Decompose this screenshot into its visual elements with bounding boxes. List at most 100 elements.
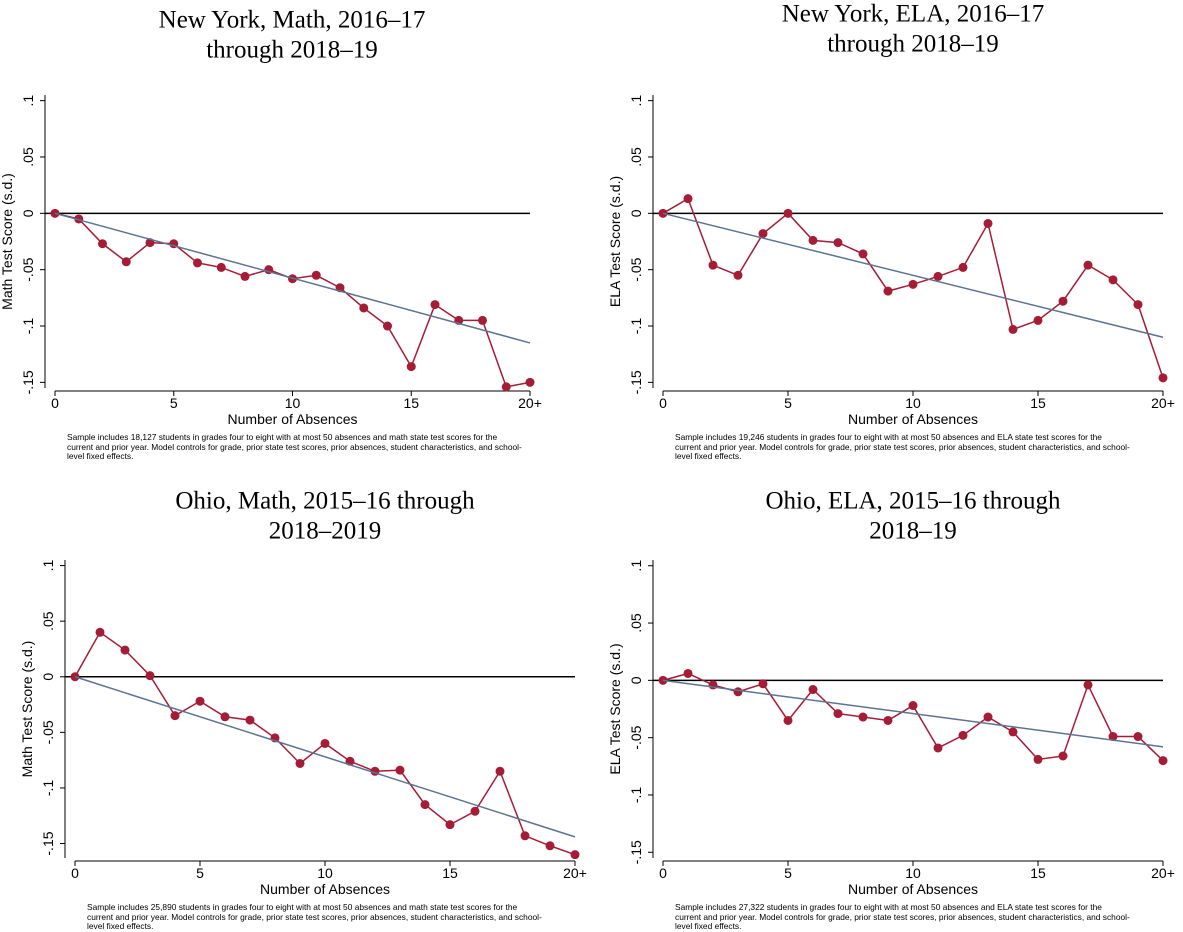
data-point (958, 730, 968, 740)
x-tick-label: 20+ (563, 865, 587, 881)
data-point (908, 279, 918, 289)
data-point (1058, 751, 1068, 761)
y-tick-label: 0 (20, 209, 36, 217)
y-tick-label: -.05 (628, 725, 644, 749)
chart-note: Sample includes 27,322 students in grade… (675, 902, 1130, 931)
data-line (54, 212, 531, 388)
y-tick-label: .05 (40, 611, 56, 631)
y-tick-label: .05 (628, 613, 644, 633)
data-point (1033, 754, 1043, 764)
x-tick-label: 20+ (1151, 865, 1175, 881)
x-tick-label: 10 (905, 395, 921, 411)
x-axis-label: Number of Absences (848, 881, 978, 897)
data-point (733, 687, 743, 697)
data-point (445, 820, 455, 830)
data-point (783, 208, 793, 218)
y-tick-label: -.15 (628, 840, 644, 864)
data-point (395, 765, 405, 775)
data-point (833, 709, 843, 719)
data-point (933, 271, 943, 281)
chart-title: Ohio, Math, 2015–16 through (175, 488, 475, 515)
data-point (1058, 296, 1068, 306)
data-point (74, 214, 84, 224)
data-point (858, 249, 868, 259)
data-point (470, 806, 480, 816)
data-point (783, 715, 793, 725)
data-point (1108, 732, 1118, 742)
data-point (1083, 260, 1093, 270)
data-point (193, 258, 202, 268)
y-tick-label: 0 (40, 673, 56, 681)
data-point (1108, 275, 1118, 285)
data-point (383, 321, 392, 331)
y-tick-label: -.1 (40, 780, 56, 797)
x-axis-label: Number of Absences (228, 411, 358, 427)
data-point (195, 696, 205, 706)
data-point (758, 679, 768, 689)
y-axis-label: Math Test Score (s.d.) (19, 641, 35, 778)
data-point (121, 257, 131, 267)
fit-line (662, 679, 1164, 748)
y-tick-label: -.05 (20, 257, 36, 281)
y-axis-label: ELA Test Score (s.d.) (607, 176, 623, 307)
data-point (170, 711, 180, 721)
data-point (406, 362, 416, 372)
data-point (120, 645, 130, 655)
chart-title: through 2018–19 (827, 31, 999, 58)
y-tick-label: -.15 (628, 370, 644, 394)
data-point (295, 758, 305, 768)
data-point (320, 738, 330, 748)
data-point (1008, 324, 1018, 334)
x-tick-label: 15 (403, 395, 419, 411)
data-point (520, 831, 530, 841)
y-tick-label: .1 (40, 560, 56, 572)
data-point (430, 300, 440, 310)
data-point (98, 239, 107, 249)
data-point (1033, 315, 1043, 325)
x-tick-label: 5 (170, 395, 178, 411)
data-point (708, 260, 718, 270)
data-point (501, 382, 511, 392)
data-point (858, 712, 868, 722)
chart-title: 2018–2019 (269, 518, 382, 545)
data-point (420, 800, 430, 810)
data-point (808, 235, 818, 245)
data-point (1158, 756, 1168, 766)
chart-note: Sample includes 25,890 students in grade… (87, 902, 542, 931)
data-point (908, 701, 918, 711)
chart-title: Ohio, ELA, 2015–16 through (765, 488, 1061, 515)
data-point (808, 685, 818, 695)
data-point (145, 671, 155, 681)
data-point (933, 743, 943, 753)
x-tick-label: 5 (784, 865, 792, 881)
x-tick-label: 0 (71, 865, 79, 881)
data-point (683, 194, 693, 204)
data-point (240, 271, 250, 281)
chart-title: 2018–19 (869, 518, 957, 545)
x-tick-label: 15 (1030, 865, 1046, 881)
chart-note: Sample includes 18,127 students in grade… (67, 432, 522, 461)
y-tick-label: -.15 (40, 831, 56, 855)
data-point (758, 229, 768, 239)
y-tick-label: .1 (20, 95, 36, 107)
y-tick-label: -.1 (628, 787, 644, 804)
chart-note: Sample includes 19,246 students in grade… (675, 432, 1130, 461)
y-tick-label: 0 (628, 209, 644, 217)
x-tick-label: 0 (659, 865, 667, 881)
chart-title: through 2018–19 (206, 37, 378, 64)
x-tick-label: 15 (1030, 395, 1046, 411)
data-point (983, 218, 993, 228)
y-tick-label: -.1 (20, 318, 36, 335)
x-tick-label: 10 (905, 865, 921, 881)
y-tick-label: .1 (628, 560, 644, 572)
x-tick-label: 0 (51, 395, 59, 411)
x-tick-label: 5 (196, 865, 204, 881)
data-point (733, 270, 743, 280)
data-point (311, 270, 321, 280)
data-point (833, 238, 843, 248)
data-point (95, 627, 105, 637)
x-axis-label: Number of Absences (260, 881, 390, 897)
data-point (216, 262, 226, 272)
y-tick-label: 0 (628, 676, 644, 684)
y-axis-label: Math Test Score (s.d.) (0, 173, 15, 310)
